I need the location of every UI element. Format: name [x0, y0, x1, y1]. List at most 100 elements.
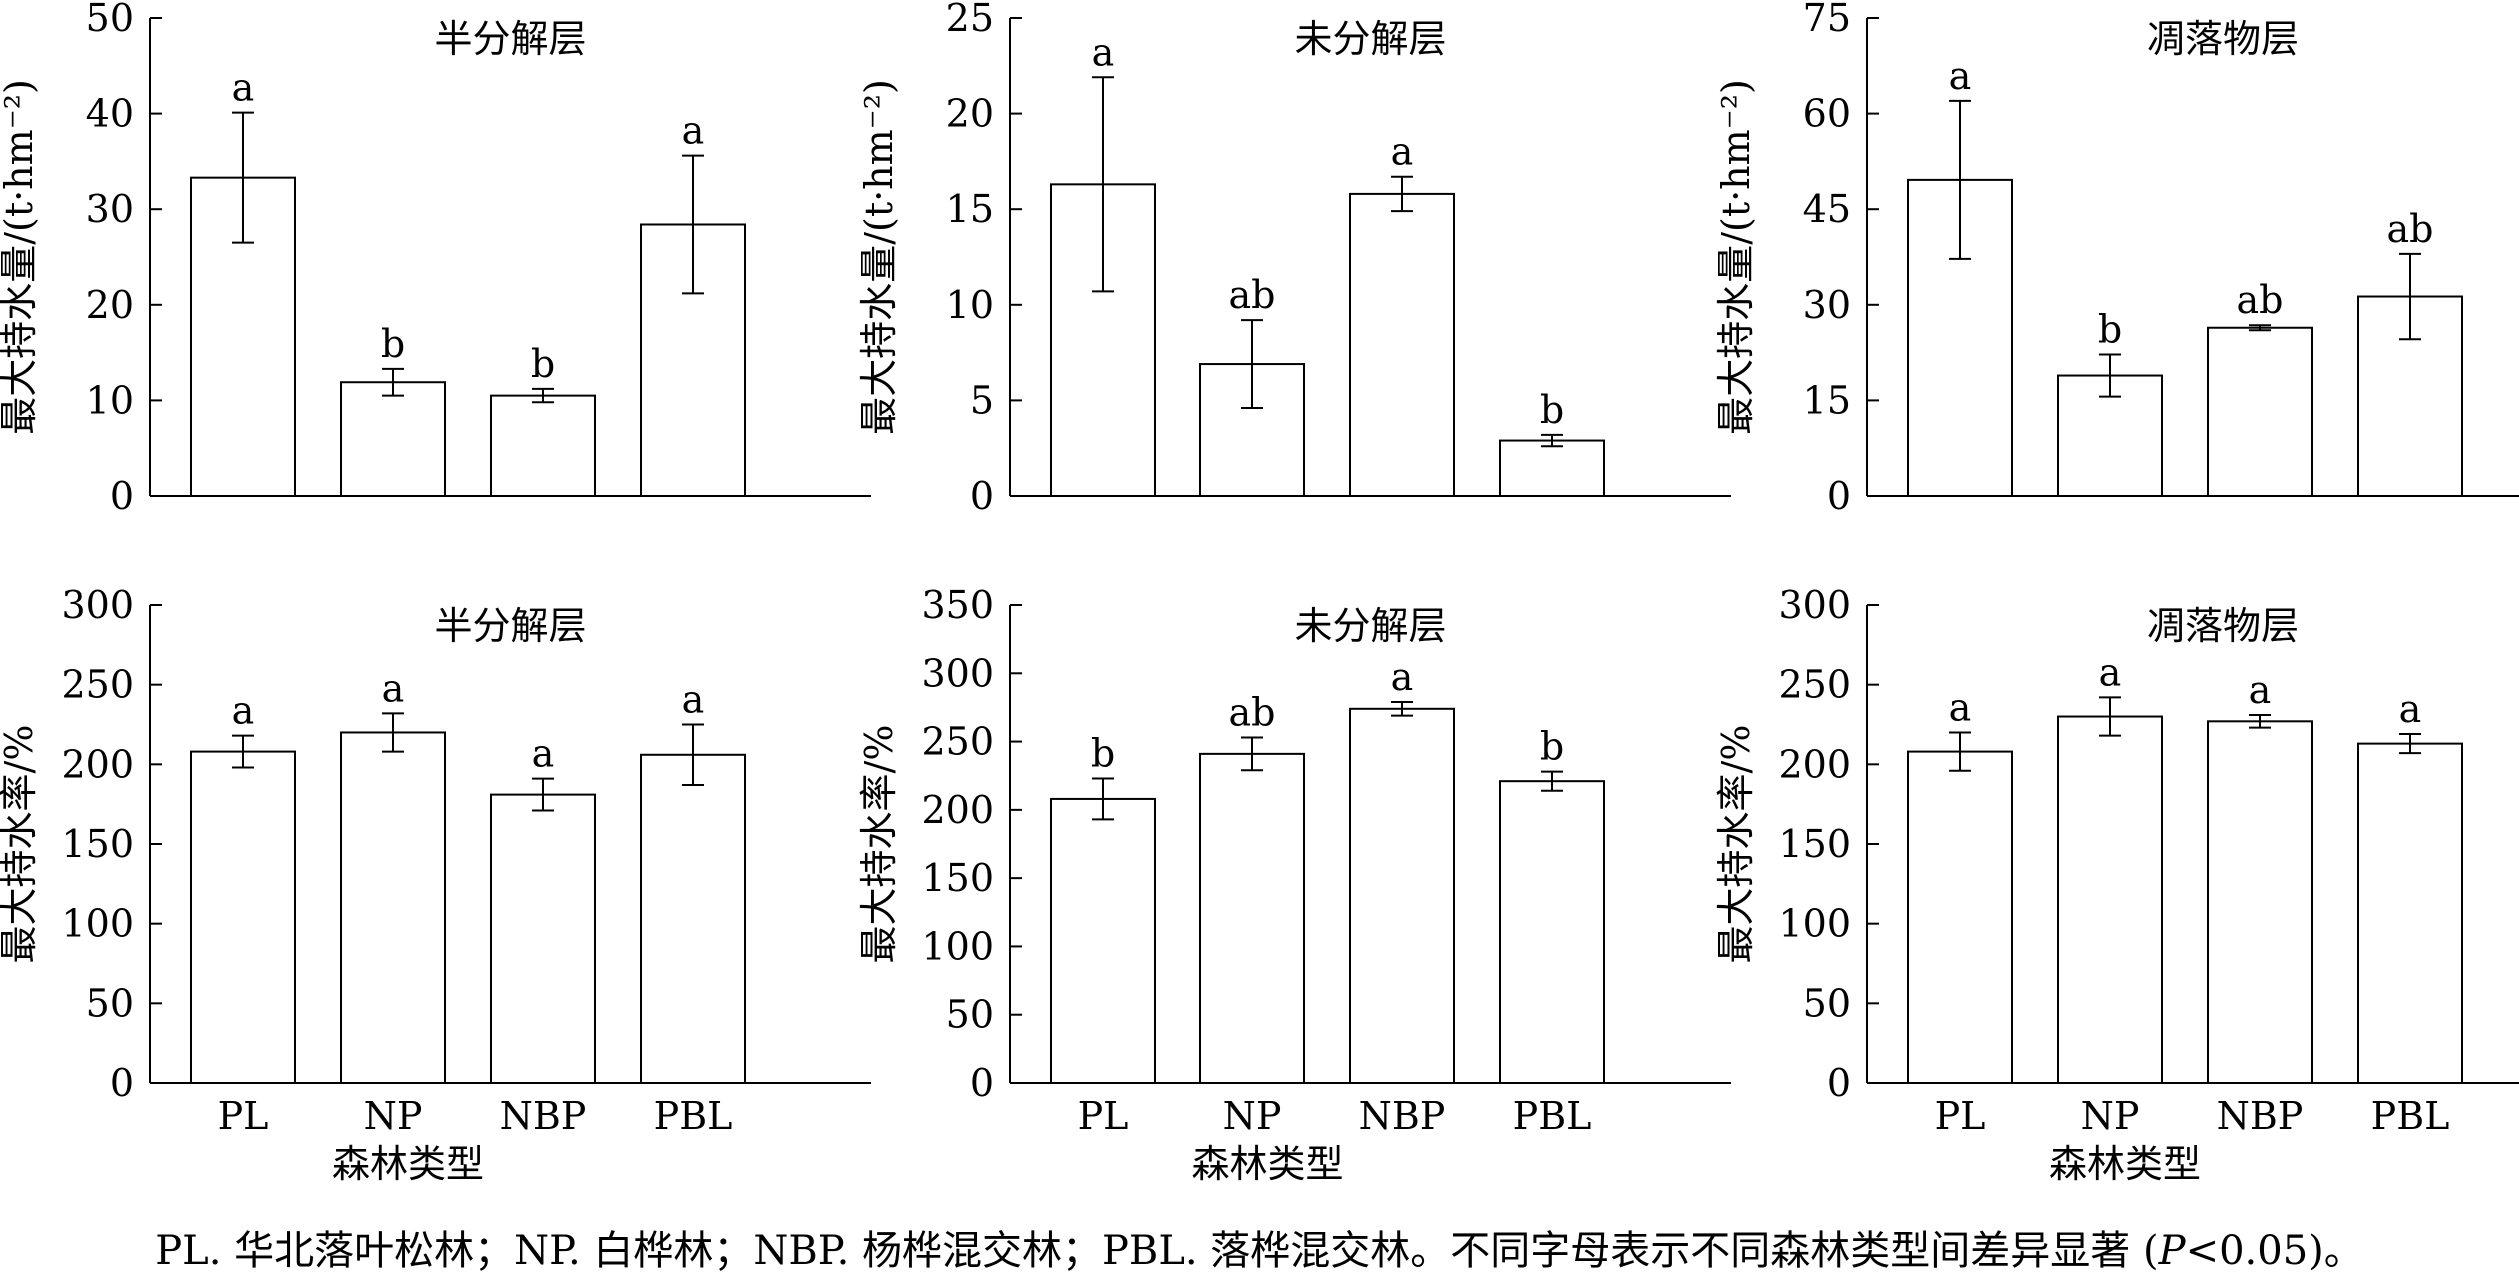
panel-1-significance-label: b [381, 322, 405, 366]
panel-1-y-tick-label: 30 [86, 187, 134, 231]
panel-2-y-tick-label: 5 [970, 378, 994, 422]
panel-2-significance-label: ab [1229, 273, 1276, 317]
panel-5-y-tick-label: 150 [921, 856, 994, 900]
panel-6-bar-NP [2057, 715, 2163, 1084]
panel-2-y-tick-label: 25 [946, 0, 994, 40]
panel-6-y-tick-label: 50 [1803, 981, 1851, 1025]
panel-4-x-tick-label: NP [364, 1094, 423, 1138]
panel-1-significance-label: a [682, 109, 705, 153]
panel-3-title: 凋落物层 [2147, 17, 2299, 61]
panel-4-significance-label: a [682, 678, 705, 722]
panel-6-significance-label: a [2249, 668, 2272, 712]
panel-1-title: 半分解层 [434, 17, 586, 61]
panel-6-x-tick-label: NP [2081, 1094, 2140, 1138]
panel-3-significance-label: a [1949, 54, 1972, 98]
panel-5-bar-PL [1050, 797, 1156, 1085]
panel-1-y-tick-label: 0 [110, 474, 134, 518]
panel-1-y-tick-label: 20 [86, 283, 134, 327]
panel-4-y-tick-label: 0 [110, 1061, 134, 1105]
panel-3-y-tick-label: 75 [1803, 0, 1851, 40]
panel-6-y-tick-label: 250 [1778, 663, 1851, 707]
panel-5-x-tick-label: NBP [1359, 1094, 1446, 1138]
panel-5-y-tick-label: 200 [921, 788, 994, 832]
panel-6-title: 凋落物层 [2147, 604, 2299, 648]
panel-4-y-tick-label: 200 [61, 742, 134, 786]
panel-5-y-tick-label: 300 [921, 651, 994, 695]
panel-4-y-tick-label: 50 [86, 981, 134, 1025]
panel-2-title: 未分解层 [1294, 17, 1446, 61]
panel-6-bar-PBL [2357, 742, 2463, 1084]
panel-4-x-tick-label: PL [218, 1094, 269, 1138]
panel-5-y-tick-label: 0 [970, 1061, 994, 1105]
panel-6-significance-label: a [2399, 687, 2422, 731]
panel-6-significance-label: a [1949, 685, 1972, 729]
panel-3-significance-label: ab [2237, 278, 2284, 322]
panel-2-significance-label: a [1092, 30, 1115, 74]
panel-6-y-axis-title: 最大持水率/% [1714, 725, 1758, 964]
panel-6-x-tick-label: PL [1935, 1094, 1986, 1138]
panel-2-bar-PBL [1499, 439, 1605, 497]
panel-4-y-tick-label: 250 [61, 663, 134, 707]
panel-1-bar-NP [340, 381, 446, 497]
panel-5-title: 未分解层 [1294, 604, 1446, 648]
panel-4-x-axis-title: 森林类型 [332, 1142, 484, 1186]
panel-4-y-tick-label: 100 [61, 902, 134, 946]
panel-6-x-axis-title: 森林类型 [2049, 1142, 2201, 1186]
panel-6-significance-label: a [2099, 650, 2122, 694]
panel-6-y-tick-label: 100 [1778, 902, 1851, 946]
panel-3-significance-label: ab [2387, 207, 2434, 251]
panel-4-bar-NBP [490, 793, 596, 1085]
panel-2-y-tick-label: 15 [946, 187, 994, 231]
panel-5-x-tick-label: NP [1223, 1094, 1282, 1138]
panel-5-significance-label: ab [1229, 690, 1276, 734]
panel-6-y-tick-label: 300 [1778, 583, 1851, 627]
panel-5-x-axis-title: 森林类型 [1191, 1142, 1343, 1186]
panel-3-y-axis-title: 最大持水量/(t·hm⁻²) [1714, 79, 1758, 435]
panel-6-y-tick-label: 200 [1778, 742, 1851, 786]
panel-5-bar-NBP [1349, 707, 1455, 1085]
panel-5-x-tick-label: PL [1078, 1094, 1129, 1138]
panel-1-bar-NBP [490, 394, 596, 497]
panel-4-significance-label: a [382, 666, 405, 710]
panel-3-significance-label: b [2098, 308, 2122, 352]
panel-2-y-tick-label: 0 [970, 474, 994, 518]
panel-2-y-tick-label: 10 [946, 283, 994, 327]
panel-5-x-tick-label: PBL [1513, 1094, 1592, 1138]
panel-5-y-tick-label: 50 [946, 993, 994, 1037]
panel-5-bar-NP [1199, 752, 1305, 1084]
panel-6-bar-PL [1907, 750, 2013, 1084]
panel-5-significance-label: b [1091, 731, 1115, 775]
panel-5-y-tick-label: 100 [921, 924, 994, 968]
panel-1-significance-label: b [531, 342, 555, 386]
panel-4-bar-PL [190, 750, 296, 1084]
panel-6-x-tick-label: NBP [2217, 1094, 2304, 1138]
panel-5-significance-label: a [1391, 655, 1414, 699]
panel-5-y-tick-label: 350 [921, 583, 994, 627]
panel-4-title: 半分解层 [434, 604, 586, 648]
panel-1-y-axis-title: 最大持水量/(t·hm⁻²) [0, 79, 41, 435]
panel-1-significance-label: a [232, 66, 255, 110]
panel-6-y-tick-label: 0 [1827, 1061, 1851, 1105]
figure-caption: PL. 华北落叶松林；NP. 白桦林；NBP. 杨桦混交林；PBL. 落桦混交林… [0, 1218, 2519, 1276]
panel-2-significance-label: a [1391, 130, 1414, 174]
panel-5-y-tick-label: 250 [921, 720, 994, 764]
panel-2-y-tick-label: 20 [946, 92, 994, 136]
panel-6-bar-NBP [2207, 720, 2313, 1085]
panel-2-bar-NBP [1349, 192, 1455, 498]
panel-5-y-axis-title: 最大持水率/% [857, 725, 901, 964]
panel-4-significance-label: a [532, 732, 555, 776]
caption-text: PL. 华北落叶松林；NP. 白桦林；NBP. 杨桦混交林；PBL. 落桦混交林… [155, 1228, 2159, 1274]
caption-tail: <0.05)。 [2185, 1228, 2364, 1274]
panel-1-y-tick-label: 50 [86, 0, 134, 40]
panel-5-bar-PBL [1499, 780, 1605, 1084]
panel-4-bar-NP [340, 731, 446, 1084]
panel-4-y-axis-title: 最大持水率/% [0, 725, 41, 964]
panel-2-significance-label: b [1540, 388, 1564, 432]
panel-4-y-tick-label: 300 [61, 583, 134, 627]
panel-1-y-tick-label: 10 [86, 378, 134, 422]
panel-2-y-axis-title: 最大持水量/(t·hm⁻²) [857, 79, 901, 435]
panel-3-y-tick-label: 45 [1803, 187, 1851, 231]
panel-4-x-tick-label: PBL [654, 1094, 733, 1138]
panel-5-significance-label: b [1540, 725, 1564, 769]
